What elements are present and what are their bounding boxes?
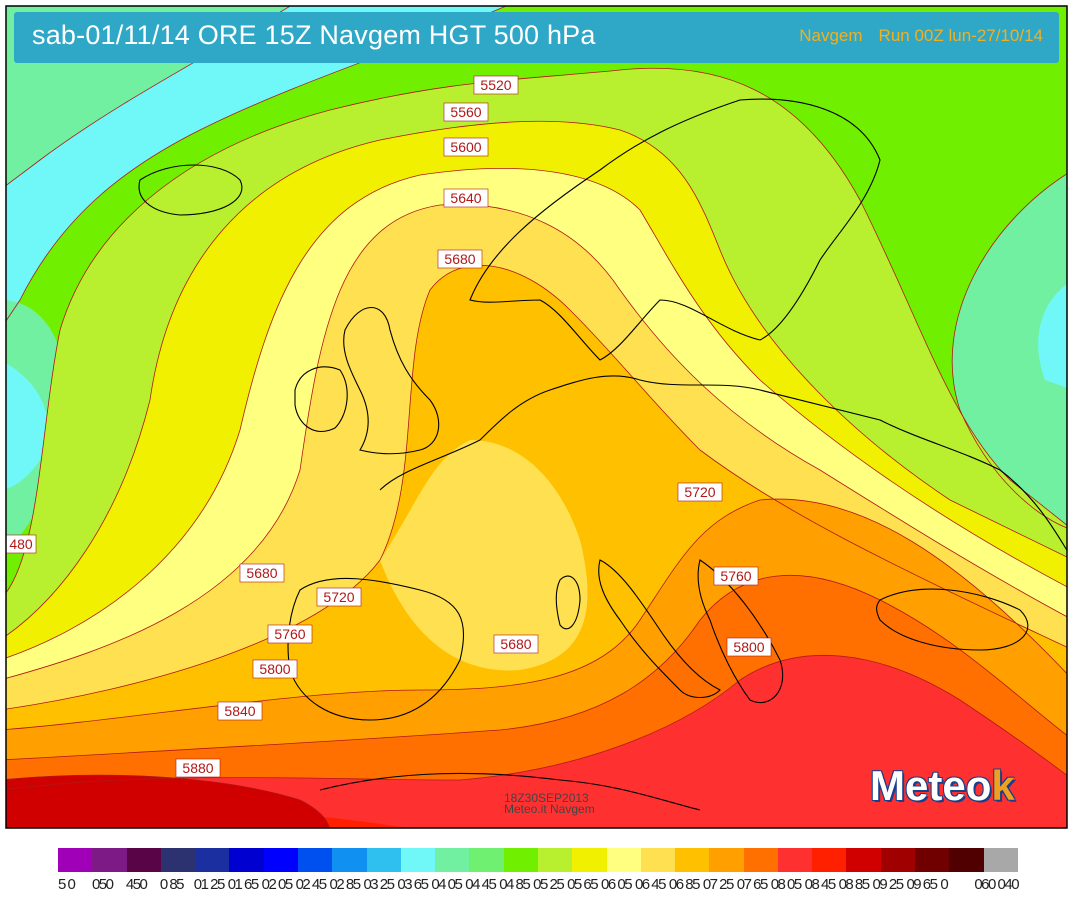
legend-swatch — [537, 848, 573, 872]
legend-tick-label: 02 85 — [329, 876, 362, 893]
field-5400-e — [1038, 284, 1067, 388]
contour-label: 5720 — [323, 589, 354, 605]
legend-tick-label: 09 65 — [906, 876, 938, 893]
contour-label: 480 — [9, 536, 33, 552]
legend-tick-label: 0 — [940, 876, 948, 893]
legend-swatch — [469, 848, 504, 872]
watermark-line: 18Z30SEP2013 — [504, 791, 589, 805]
map-frame — [5, 5, 1068, 829]
field-5440-e — [952, 173, 1067, 528]
legend-swatch — [58, 848, 93, 872]
legend-tick-label: 04 45 — [465, 876, 497, 893]
legend-swatch — [503, 848, 538, 872]
legend-tick-label: 06 05 — [601, 876, 633, 893]
legend-swatch — [675, 848, 710, 872]
legend-tick-label: 08 05 — [770, 876, 803, 893]
legend-tick-label: 06 85 — [668, 876, 701, 893]
run-model: Navgem — [799, 26, 863, 45]
contour-label: 5640 — [450, 190, 481, 206]
contour-label: 5600 — [450, 139, 481, 155]
legend-tick-label: 01 25 — [193, 876, 226, 893]
legend-tick-label: 08 85 — [838, 876, 871, 893]
legend-swatch — [915, 848, 950, 872]
legend-tick-label: 09 25 — [872, 876, 905, 893]
legend-swatch — [263, 848, 298, 872]
contour-labels: 5520 5560 5600 5640 5680 5680 5680 5720 … — [6, 75, 772, 778]
field-5400-w — [6, 363, 48, 489]
contour-label: 5760 — [720, 568, 751, 584]
contour-label: 5840 — [224, 703, 255, 719]
contour-label: 5680 — [246, 565, 277, 581]
contour-label: 5680 — [444, 251, 475, 267]
legend-tick-label: 07 25 — [702, 876, 735, 893]
contour-label: 5680 — [500, 636, 531, 652]
legend-tick-label: 450 — [125, 876, 148, 893]
legend-swatch — [195, 848, 230, 872]
legend-tick-label: 03 65 — [397, 876, 429, 893]
legend-swatch — [572, 848, 607, 872]
run-info: Navgem Run 00Z lun-27/10/14 — [799, 26, 1043, 46]
legend-tick-label: 050 — [91, 876, 114, 893]
legend-tick-label: 06 45 — [634, 876, 667, 893]
legend-swatch — [160, 848, 196, 872]
legend-swatch — [777, 848, 813, 872]
legend-tick-label: 02 45 — [295, 876, 328, 893]
legend-swatch — [846, 848, 881, 872]
legend-swatch — [366, 848, 401, 872]
legend-swatch — [92, 848, 127, 872]
contour-label: 5760 — [274, 626, 305, 642]
legend-swatch — [640, 848, 676, 872]
watermark: 18Z30SEP2013 Meteo.it Navgem — [504, 791, 595, 816]
legend-tick-label: 05 25 — [533, 876, 565, 893]
legend-swatch — [297, 848, 333, 872]
contour-lines — [6, 6, 1067, 828]
contour-label: 5560 — [450, 104, 481, 120]
legend-tick-label: 02 05 — [261, 876, 294, 893]
legend-swatch — [606, 848, 641, 872]
legend-swatch — [126, 848, 161, 872]
contour-label: 5520 — [480, 77, 511, 93]
legend-tick-label: 060 040 — [974, 876, 1019, 893]
legend-tick-label: 01 65 — [227, 876, 260, 893]
map-title: sab-01/11/14 ORE 15Z Navgem HGT 500 hPa — [32, 20, 596, 50]
legend-swatch — [812, 848, 847, 872]
field-5680-pocket — [380, 440, 588, 671]
legend-tick-label: 0 85 — [159, 876, 185, 893]
legend-swatch — [880, 848, 916, 872]
brand-logo: Meteok — [870, 762, 1015, 810]
legend-swatch — [983, 848, 1018, 872]
legend-tick-label: 07 65 — [736, 876, 769, 893]
field-5880 — [6, 775, 330, 828]
legend-tick-label: 04 05 — [431, 876, 463, 893]
contour-label: 5720 — [684, 484, 715, 500]
legend-swatch — [400, 848, 436, 872]
color-legend — [58, 848, 1018, 872]
legend-swatch — [435, 848, 470, 872]
title-bar: sab-01/11/14 ORE 15Z Navgem HGT 500 hPa … — [14, 12, 1059, 63]
legend-swatch — [332, 848, 367, 872]
geopotential-map: 5520 5560 5600 5640 5680 5680 5680 5720 … — [5, 5, 1068, 829]
run-time: Run 00Z lun-27/10/14 — [878, 26, 1043, 45]
legend-tick-label: 03 25 — [363, 876, 395, 893]
legend-tick-label: 04 85 — [499, 876, 531, 893]
contour-label: 5800 — [259, 661, 290, 677]
legend-swatch — [709, 848, 744, 872]
watermark-line: Meteo.it Navgem — [504, 802, 595, 816]
field-5800 — [6, 655, 1067, 828]
contour-label: 5800 — [733, 639, 764, 655]
brand-accent: k — [991, 762, 1015, 809]
legend-tick-label: 08 45 — [804, 876, 837, 893]
legend-swatch — [743, 848, 778, 872]
legend-tick-label: 05 65 — [567, 876, 599, 893]
legend-tick-label: 5 0 — [58, 876, 76, 893]
contour-label: 5880 — [182, 760, 213, 776]
legend-labels: 5 0 050 450 0 85 01 25 01 65 02 05 02 45 02 85 03… — [58, 876, 1020, 896]
legend-swatch — [949, 848, 984, 872]
legend-swatch — [229, 848, 264, 872]
brand-text: Meteo — [870, 762, 992, 809]
